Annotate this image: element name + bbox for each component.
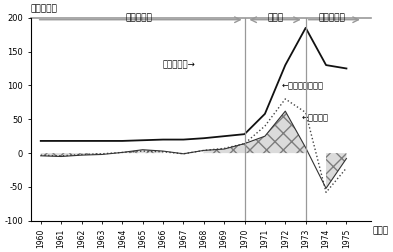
Text: （年）: （年） bbox=[373, 226, 389, 235]
Text: （億ドル）: （億ドル） bbox=[31, 4, 57, 13]
Text: ←外貴準備の増減: ←外貴準備の増減 bbox=[281, 81, 323, 90]
Text: 外貴準備高→: 外貴準備高→ bbox=[163, 60, 196, 70]
Text: ←経常収支: ←経常収支 bbox=[301, 113, 329, 122]
Text: 固定相場制: 固定相場制 bbox=[125, 13, 152, 22]
Text: 変動相場制: 変動相場制 bbox=[319, 13, 345, 22]
Text: 移行期: 移行期 bbox=[267, 13, 283, 22]
